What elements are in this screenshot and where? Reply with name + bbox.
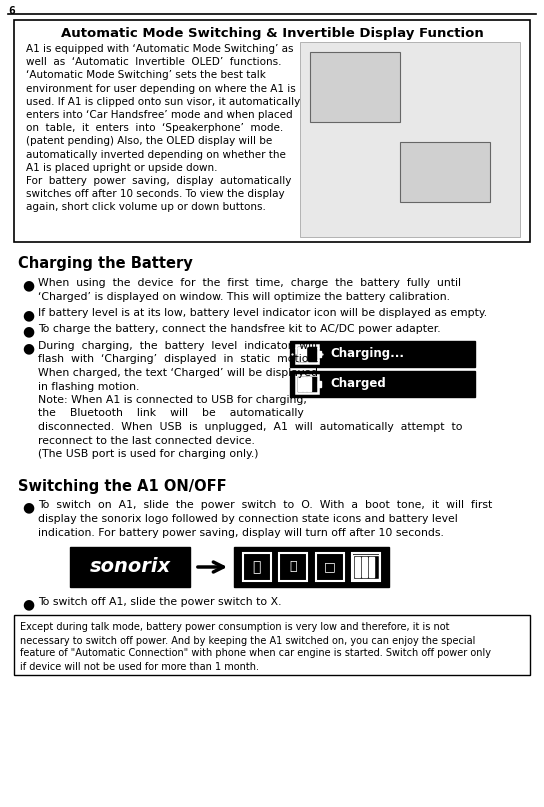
Text: feature of "Automatic Connection" with phone when car engine is started. Switch : feature of "Automatic Connection" with p…: [20, 649, 491, 659]
Text: Switching the A1 ON/OFF: Switching the A1 ON/OFF: [18, 479, 227, 494]
Text: Charging...: Charging...: [330, 348, 404, 361]
Bar: [302, 377, 306, 391]
Text: To switch off A1, slide the power switch to X.: To switch off A1, slide the power switch…: [38, 597, 281, 607]
Text: the    Bluetooth    link    will    be    automatically: the Bluetooth link will be automatically: [38, 408, 304, 419]
Text: For  battery  power  saving,  display  automatically: For battery power saving, display automa…: [26, 176, 292, 186]
Text: ‘Charged’ is displayed on window. This will optimize the battery calibration.: ‘Charged’ is displayed on window. This w…: [38, 291, 450, 302]
Text: Charged: Charged: [330, 378, 386, 391]
Text: 🔒: 🔒: [252, 560, 261, 574]
Text: well  as  ‘Automatic  Invertible  OLED’  functions.: well as ‘Automatic Invertible OLED’ func…: [26, 57, 281, 67]
Text: ●: ●: [22, 324, 34, 338]
Text: During  charging,  the  battery  level  indicator  will: During charging, the battery level indic…: [38, 341, 317, 351]
Bar: [70, 547, 190, 587]
Bar: [310, 52, 400, 122]
Text: display the sonorix logo followed by connection state icons and battery level: display the sonorix logo followed by con…: [38, 514, 458, 524]
Text: If battery level is at its low, battery level indicator icon will be displayed a: If battery level is at its low, battery …: [38, 308, 487, 318]
Text: A1 is equipped with ‘Automatic Mode Switching’ as: A1 is equipped with ‘Automatic Mode Swit…: [26, 44, 294, 54]
Text: (patent pending) Also, the OLED display will be: (patent pending) Also, the OLED display …: [26, 136, 272, 146]
Text: ⭠: ⭠: [289, 561, 297, 574]
FancyBboxPatch shape: [14, 614, 530, 675]
Text: sonorix: sonorix: [89, 558, 171, 576]
Text: ●: ●: [22, 341, 34, 355]
Text: When charged, the text ‘Charged’ will be displayed: When charged, the text ‘Charged’ will be…: [38, 368, 318, 378]
Bar: [369, 557, 374, 577]
Text: indication. For battery power saving, display will turn off after 10 seconds.: indication. For battery power saving, di…: [38, 528, 444, 537]
Bar: [316, 553, 344, 581]
Bar: [353, 553, 380, 581]
Bar: [279, 553, 307, 581]
Bar: [318, 351, 321, 357]
Bar: [307, 377, 311, 391]
Text: in flashing motion.: in flashing motion.: [38, 382, 139, 391]
Bar: [296, 345, 318, 363]
Text: ‘Automatic Mode Switching’ sets the best talk: ‘Automatic Mode Switching’ sets the best…: [26, 70, 266, 81]
Text: ●: ●: [22, 308, 34, 322]
Bar: [318, 381, 321, 387]
Text: used. If A1 is clipped onto sun visor, it automatically: used. If A1 is clipped onto sun visor, i…: [26, 97, 300, 107]
Bar: [354, 555, 379, 579]
Bar: [298, 377, 302, 391]
Text: necessary to switch off power. And by keeping the A1 switched on, you can enjoy : necessary to switch off power. And by ke…: [20, 635, 475, 646]
Text: Automatic Mode Switching & Invertible Display Function: Automatic Mode Switching & Invertible Di…: [60, 27, 484, 40]
Text: ●: ●: [22, 500, 34, 515]
Text: environment for user depending on where the A1 is: environment for user depending on where …: [26, 84, 296, 94]
Text: Except during talk mode, battery power consumption is very low and therefore, it: Except during talk mode, battery power c…: [20, 622, 449, 633]
Text: Charging the Battery: Charging the Battery: [18, 256, 193, 271]
Text: disconnected.  When  USB  is  unplugged,  A1  will  automatically  attempt  to: disconnected. When USB is unplugged, A1 …: [38, 422, 462, 432]
Text: reconnect to the last connected device.: reconnect to the last connected device.: [38, 436, 255, 445]
Text: To  switch  on  A1,  slide  the  power  switch  to  O.  With  a  boot  tone,  it: To switch on A1, slide the power switch …: [38, 500, 492, 511]
Text: When  using  the  device  for  the  first  time,  charge  the  battery  fully  u: When using the device for the first time…: [38, 278, 461, 288]
Bar: [298, 347, 306, 361]
Text: ●: ●: [22, 597, 34, 611]
Bar: [400, 142, 490, 202]
Text: flash  with  ‘Charging’  displayed  in  static  motion.: flash with ‘Charging’ displayed in stati…: [38, 354, 319, 365]
Text: □: □: [324, 561, 336, 574]
Text: on  table,  it  enters  into  ‘Speakerphone’  mode.: on table, it enters into ‘Speakerphone’ …: [26, 123, 283, 133]
Text: enters into ‘Car Handsfree’ mode and when placed: enters into ‘Car Handsfree’ mode and whe…: [26, 110, 293, 120]
Bar: [14, 20, 530, 242]
Bar: [243, 553, 270, 581]
Text: (The USB port is used for charging only.): (The USB port is used for charging only.…: [38, 449, 258, 459]
Text: To charge the battery, connect the handsfree kit to AC/DC power adapter.: To charge the battery, connect the hands…: [38, 324, 441, 334]
Bar: [234, 547, 389, 587]
Text: again, short click volume up or down buttons.: again, short click volume up or down but…: [26, 203, 266, 212]
Text: switches off after 10 seconds. To view the display: switches off after 10 seconds. To view t…: [26, 189, 285, 199]
Text: automatically inverted depending on whether the: automatically inverted depending on whet…: [26, 149, 286, 160]
Bar: [290, 341, 475, 367]
Text: ●: ●: [22, 278, 34, 292]
Text: 6: 6: [8, 6, 15, 16]
Bar: [296, 375, 318, 393]
Bar: [290, 371, 475, 397]
Bar: [300, 42, 520, 237]
Bar: [362, 557, 367, 577]
Text: A1 is placed upright or upside down.: A1 is placed upright or upside down.: [26, 163, 218, 173]
Text: if device will not be used for more than 1 month.: if device will not be used for more than…: [20, 662, 259, 671]
Text: Note: When A1 is connected to USB for charging,: Note: When A1 is connected to USB for ch…: [38, 395, 307, 405]
Bar: [355, 557, 360, 577]
